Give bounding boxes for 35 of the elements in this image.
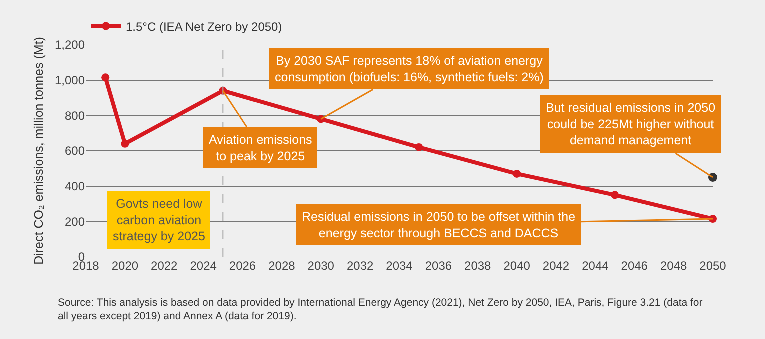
annotation: Residual emissions in 2050 to be offset within the energy sector through BECCS and DACCS xyxy=(302,210,576,240)
legend-label: 1.5°C (IEA Net Zero by 2050) xyxy=(126,20,282,34)
x-tick-label: 2042 xyxy=(542,259,570,273)
y-tick-label: 1,200 xyxy=(54,38,86,52)
x-tick-label: 2038 xyxy=(464,259,492,273)
x-tick-label: 2032 xyxy=(346,259,374,273)
point xyxy=(611,191,620,200)
x-tick-label: 2024 xyxy=(190,259,218,273)
x-tick-label: 2030 xyxy=(308,259,335,273)
x-tick-label: 2020 xyxy=(112,259,139,273)
point xyxy=(415,143,424,152)
x-tick-label: 2046 xyxy=(621,259,648,273)
x-tick-label: 2028 xyxy=(268,259,296,273)
point xyxy=(121,140,130,148)
x-tick-label: 2034 xyxy=(386,259,414,273)
x-tick-label: 2022 xyxy=(151,259,178,273)
x-tick-label: 2050 xyxy=(700,259,727,273)
x-tick-label: 2044 xyxy=(582,259,610,273)
x-tick-label: 2036 xyxy=(425,259,452,273)
annotation: But residual emissions in 2050 could be 225Mt higher without demand management xyxy=(546,101,716,148)
y-tick-label: 400 xyxy=(64,180,86,194)
y-tick-label: 800 xyxy=(64,108,86,123)
source-note: Source: This analysis is based on data provided by International Energy Agency (2021), Net Zero by 2050, IEA, Paris, Figure 3.21 (data for all years except 2019) and Annex A (data for 2019). xyxy=(58,297,704,323)
point xyxy=(102,74,110,82)
y-tick-label: 1,000 xyxy=(54,74,86,88)
point xyxy=(513,170,522,178)
annotation: Aviation emissions to peak by 2025 xyxy=(209,133,312,164)
y-tick-label: 600 xyxy=(64,144,86,158)
y-tick-label: 200 xyxy=(64,214,86,229)
x-tick-label: 2040 xyxy=(504,259,531,273)
annotation: By 2030 SAF represents 18% of aviation energy consumption (biofuels: 16%, synthetic fuels: 2%) xyxy=(275,54,544,84)
x-tick-label: 2026 xyxy=(229,259,256,273)
x-tick-label: 2048 xyxy=(660,259,688,273)
y-axis-title: Direct CO₂ emissions, million tonnes (Mt) xyxy=(32,37,46,265)
annotation: Govts need low carbon aviation strategy by 2025 xyxy=(113,197,206,244)
